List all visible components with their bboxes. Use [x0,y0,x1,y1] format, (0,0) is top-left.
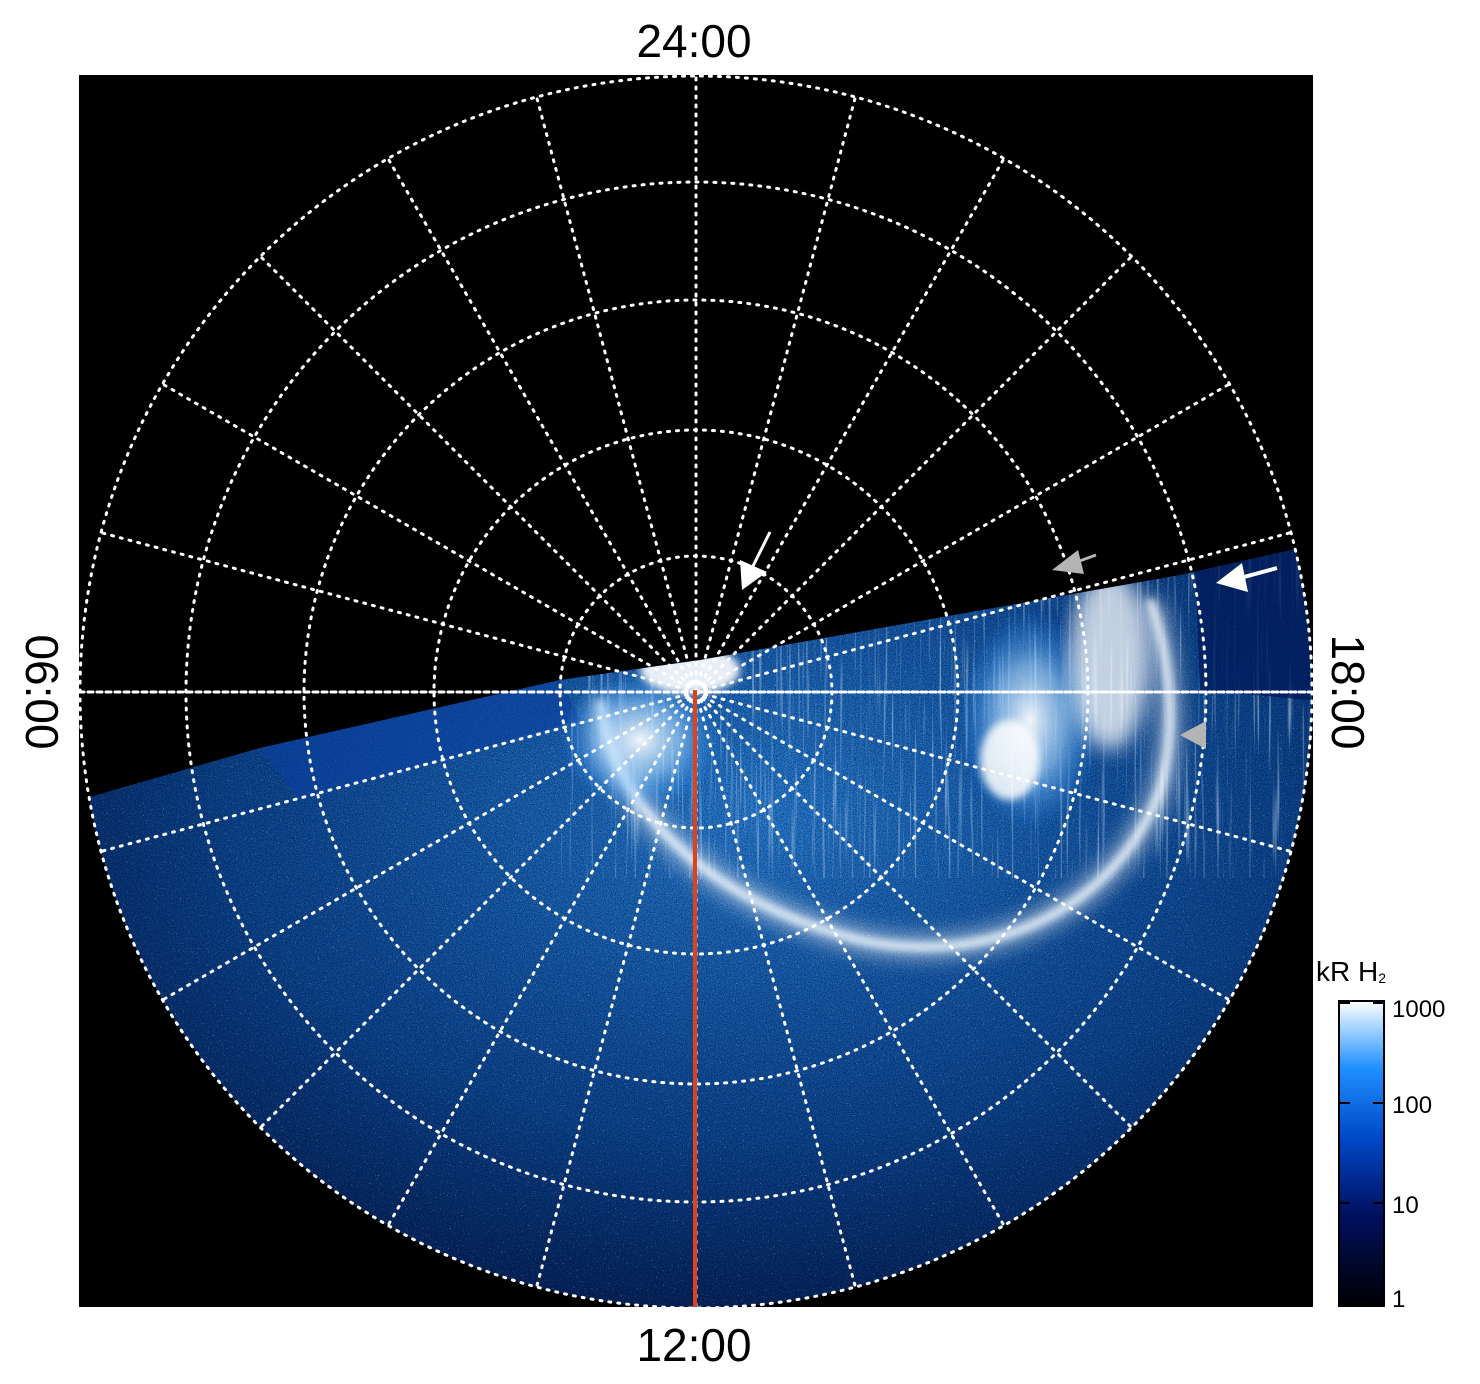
grid-meridian [535,95,698,694]
colorbar-unit-label: kR H2 [1316,958,1386,986]
grid-meridian [161,382,698,694]
grid-meridian [99,531,698,694]
colorbar [1338,1000,1385,1307]
grid-meridian [99,690,698,853]
colorbar-unit-text: kR H [1316,956,1379,987]
colorbar-tick-label: 1000 [1392,996,1446,1023]
colorbar-unit-subscript: 2 [1378,970,1387,986]
grid-meridian [694,531,1293,694]
grid-meridian [694,690,1006,1227]
grid-meridian [258,254,698,694]
colorbar-ticks [1339,1002,1384,1204]
colorbar-tick-label: 100 [1392,1092,1433,1119]
colorbar-tick-label: 10 [1392,1192,1419,1219]
colorbar-tick-label: 1 [1392,1286,1406,1313]
local-time-label-right: 18:00 [1322,634,1374,750]
gray-arrow-dusk-lower [1180,721,1206,749]
white-arrow-dusk [1216,563,1278,592]
grid-meridian [694,382,1231,694]
grid-meridian [694,690,1134,1130]
grid-meridian [694,690,1231,1002]
local-time-label-top: 24:00 [636,15,752,67]
grid-meridian [535,690,698,1289]
grid-meridian [694,157,1006,694]
grid-meridian [694,254,1134,694]
grid-meridian [258,690,698,1130]
white-arrow-noon [740,531,772,590]
grid-meridian [694,690,1293,853]
grid-meridian [161,690,698,1002]
grid-meridian [386,157,698,694]
grid-meridian [694,95,857,694]
local-time-label-left: 06:00 [16,634,68,750]
grid-meridian [386,690,698,1227]
gray-arrow-dusk-upper [1052,550,1097,574]
local-time-label-bottom: 12:00 [636,1319,752,1371]
grid-meridian [694,690,857,1289]
